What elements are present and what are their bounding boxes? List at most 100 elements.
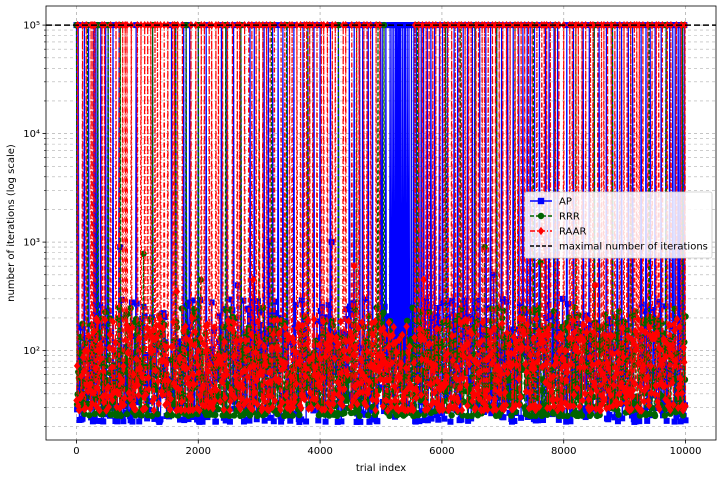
ap-marker bbox=[80, 334, 87, 341]
ap-marker bbox=[262, 373, 269, 380]
legend-label: AP bbox=[559, 197, 572, 208]
y-tick-label: 10² bbox=[23, 346, 40, 357]
ap-marker bbox=[331, 330, 338, 337]
ap-marker bbox=[518, 414, 525, 421]
ap-marker bbox=[302, 334, 309, 341]
ap-marker bbox=[479, 333, 486, 340]
ap-marker bbox=[310, 407, 317, 414]
rrr-marker bbox=[380, 309, 387, 316]
ap-marker bbox=[566, 374, 573, 381]
x-axis-label: trial index bbox=[356, 463, 406, 474]
ap-marker bbox=[555, 416, 562, 423]
ap-marker bbox=[445, 314, 451, 321]
ap-marker bbox=[564, 301, 571, 308]
legend-label: RAAR bbox=[559, 227, 587, 238]
ap-marker bbox=[511, 417, 518, 424]
ap-marker bbox=[443, 392, 450, 399]
ap-marker bbox=[614, 418, 621, 425]
ap-marker bbox=[619, 415, 626, 422]
ap-marker bbox=[278, 418, 285, 425]
ap-marker bbox=[535, 417, 542, 424]
ap-marker bbox=[270, 418, 277, 425]
rrr-marker bbox=[365, 412, 372, 419]
legend-label: maximal number of iterations bbox=[559, 242, 708, 253]
x-tick-label: 4000 bbox=[307, 446, 332, 457]
ap-marker bbox=[432, 312, 439, 319]
rrr-marker bbox=[296, 411, 303, 419]
ap-marker bbox=[633, 418, 640, 425]
ap-marker bbox=[381, 408, 388, 415]
x-tick-label: 8000 bbox=[551, 446, 576, 457]
ap-marker bbox=[507, 326, 514, 333]
ap-marker bbox=[462, 298, 469, 305]
ap-marker bbox=[671, 418, 678, 425]
ap-marker bbox=[253, 416, 260, 423]
legend-label: RRR bbox=[559, 212, 580, 223]
ap-marker bbox=[332, 369, 339, 376]
ap-marker bbox=[428, 415, 435, 422]
ap-marker bbox=[315, 334, 322, 341]
ap-marker bbox=[318, 304, 325, 311]
ap-marker bbox=[141, 312, 148, 319]
ap-marker bbox=[403, 400, 410, 407]
ap-marker bbox=[93, 417, 100, 424]
ap-marker bbox=[567, 418, 574, 425]
y-axis-label: number of iterations (log scale) bbox=[6, 144, 17, 302]
ap-marker bbox=[136, 418, 143, 425]
ap-marker bbox=[298, 297, 305, 304]
ap-marker bbox=[261, 417, 268, 424]
ap-marker bbox=[287, 417, 294, 424]
ap-marker bbox=[443, 317, 450, 324]
ap-marker bbox=[315, 417, 322, 424]
ap-marker bbox=[357, 418, 364, 425]
rrr-marker bbox=[564, 412, 571, 420]
ap-marker bbox=[540, 417, 547, 424]
ap-marker bbox=[189, 297, 196, 304]
ap-marker bbox=[628, 412, 635, 419]
ap-marker bbox=[656, 298, 663, 305]
ap-marker bbox=[549, 311, 556, 318]
ap-marker bbox=[79, 415, 86, 422]
ap-marker bbox=[177, 416, 183, 423]
ap-marker bbox=[273, 381, 280, 388]
ap-marker bbox=[556, 343, 563, 350]
rrr-marker bbox=[148, 412, 156, 420]
ap-marker bbox=[497, 350, 504, 357]
rrr-marker bbox=[578, 412, 586, 419]
ap-marker bbox=[423, 303, 430, 310]
ap-marker bbox=[77, 324, 84, 331]
rrr-marker bbox=[537, 259, 544, 266]
ap-marker bbox=[553, 337, 560, 344]
ap-marker bbox=[446, 388, 453, 395]
rrr-marker bbox=[117, 412, 125, 420]
ap-marker bbox=[552, 380, 559, 387]
ap-marker bbox=[425, 377, 432, 384]
ap-marker bbox=[105, 307, 112, 314]
ap-marker bbox=[559, 295, 566, 302]
ap-marker bbox=[435, 319, 442, 326]
ap-marker bbox=[216, 312, 223, 319]
ap-marker bbox=[103, 320, 110, 327]
ap-marker bbox=[563, 418, 570, 425]
y-tick-label: 10³ bbox=[23, 238, 40, 249]
ap-marker bbox=[325, 302, 332, 309]
ap-marker bbox=[663, 417, 670, 424]
x-tick-label: 10000 bbox=[670, 446, 702, 457]
ap-marker bbox=[588, 320, 595, 327]
ap-marker bbox=[347, 322, 354, 329]
ap-marker bbox=[537, 197, 545, 205]
x-tick-label: 6000 bbox=[429, 446, 454, 457]
ap-marker bbox=[258, 333, 265, 340]
ap-marker bbox=[399, 346, 406, 353]
ap-marker bbox=[513, 370, 520, 377]
ap-marker bbox=[366, 418, 373, 425]
ap-marker bbox=[536, 323, 543, 330]
ap-marker bbox=[222, 417, 229, 424]
ap-marker bbox=[522, 351, 529, 358]
ap-marker bbox=[465, 417, 472, 424]
rrr-marker bbox=[86, 412, 93, 419]
ap-marker bbox=[526, 318, 533, 325]
ap-marker bbox=[627, 384, 634, 391]
ap-marker bbox=[516, 302, 523, 309]
ap-marker bbox=[185, 416, 192, 423]
